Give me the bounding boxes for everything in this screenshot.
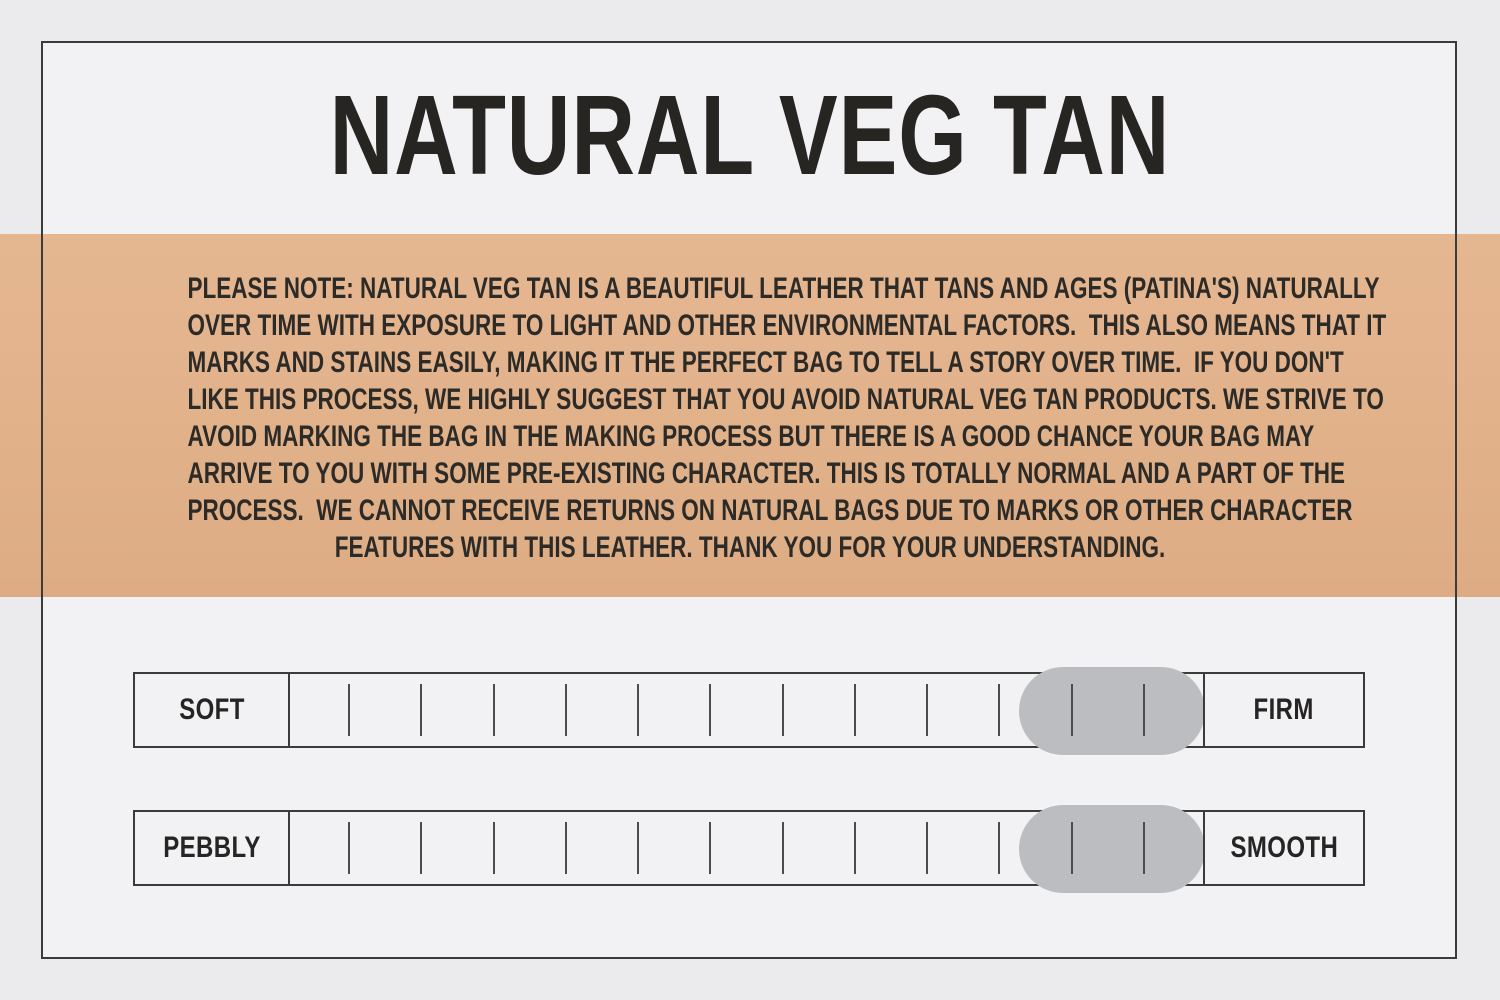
tick-mark (998, 822, 1001, 874)
scale-softness-indicator-pill (1018, 667, 1205, 755)
scale-softness-ticks (290, 674, 1203, 746)
scale-softness-right-cell: FIRM (1203, 674, 1363, 746)
tick-mark (1142, 684, 1145, 736)
scale-texture: PEBBLY SMOOTH (133, 805, 1365, 893)
tick-mark (637, 684, 640, 736)
note-line: ARRIVE TO YOU WITH SOME PRE-EXISTING CHA… (187, 457, 1346, 490)
tick-mark (781, 684, 784, 736)
scale-texture-right-label: SMOOTH (1230, 831, 1338, 864)
tick-mark (348, 822, 350, 874)
note-line: PROCESS. WE CANNOT RECEIVE RETURNS ON NA… (187, 494, 1353, 527)
tick-mark (926, 822, 929, 874)
note-line: FEATURES WITH THIS LEATHER. THANK YOU FO… (334, 531, 1166, 564)
tick-mark (853, 822, 856, 874)
page-title: NATURAL VEG TAN (0, 79, 1500, 192)
note-line: PLEASE NOTE: NATURAL VEG TAN IS A BEAUTI… (187, 272, 1380, 305)
scale-softness-left-label: SOFT (178, 693, 245, 726)
tick-mark (492, 822, 495, 874)
tick-mark (709, 822, 712, 874)
tick-mark (998, 684, 1001, 736)
tick-mark (926, 684, 929, 736)
note-band (0, 234, 1500, 597)
scale-texture-left-cell: PEBBLY (135, 812, 290, 884)
tick-mark (781, 822, 784, 874)
tick-mark (1070, 822, 1073, 874)
tick-mark (420, 822, 423, 874)
tick-mark (853, 684, 856, 736)
scale-softness-track (290, 674, 1203, 746)
tick-mark (1070, 684, 1073, 736)
scale-texture-track (290, 812, 1203, 884)
scale-softness: SOFT FIRM (133, 667, 1365, 755)
tick-mark (637, 822, 640, 874)
tick-mark (709, 684, 712, 736)
note-line: LIKE THIS PROCESS, WE HIGHLY SUGGEST THA… (187, 383, 1384, 416)
tick-mark (1142, 822, 1145, 874)
scale-softness-right-label: FIRM (1253, 693, 1315, 726)
scale-texture-indicator-pill (1018, 805, 1205, 893)
note-line: OVER TIME WITH EXPOSURE TO LIGHT AND OTH… (187, 309, 1387, 342)
tick-mark (348, 684, 350, 736)
tick-mark (492, 684, 495, 736)
note-line: MARKS AND STAINS EASILY, MAKING IT THE P… (187, 346, 1344, 379)
note-text: PLEASE NOTE: NATURAL VEG TAN IS A BEAUTI… (0, 270, 1500, 566)
scale-texture-right-cell: SMOOTH (1203, 812, 1363, 884)
scale-softness-left-cell: SOFT (135, 674, 290, 746)
tick-mark (564, 684, 567, 736)
scale-texture-left-label: PEBBLY (162, 831, 261, 864)
note-line: AVOID MARKING THE BAG IN THE MAKING PROC… (187, 420, 1315, 453)
page-title-text: NATURAL VEG TAN (329, 72, 1171, 198)
tick-mark (564, 822, 567, 874)
scale-texture-ticks (290, 812, 1203, 884)
tick-mark (420, 684, 423, 736)
